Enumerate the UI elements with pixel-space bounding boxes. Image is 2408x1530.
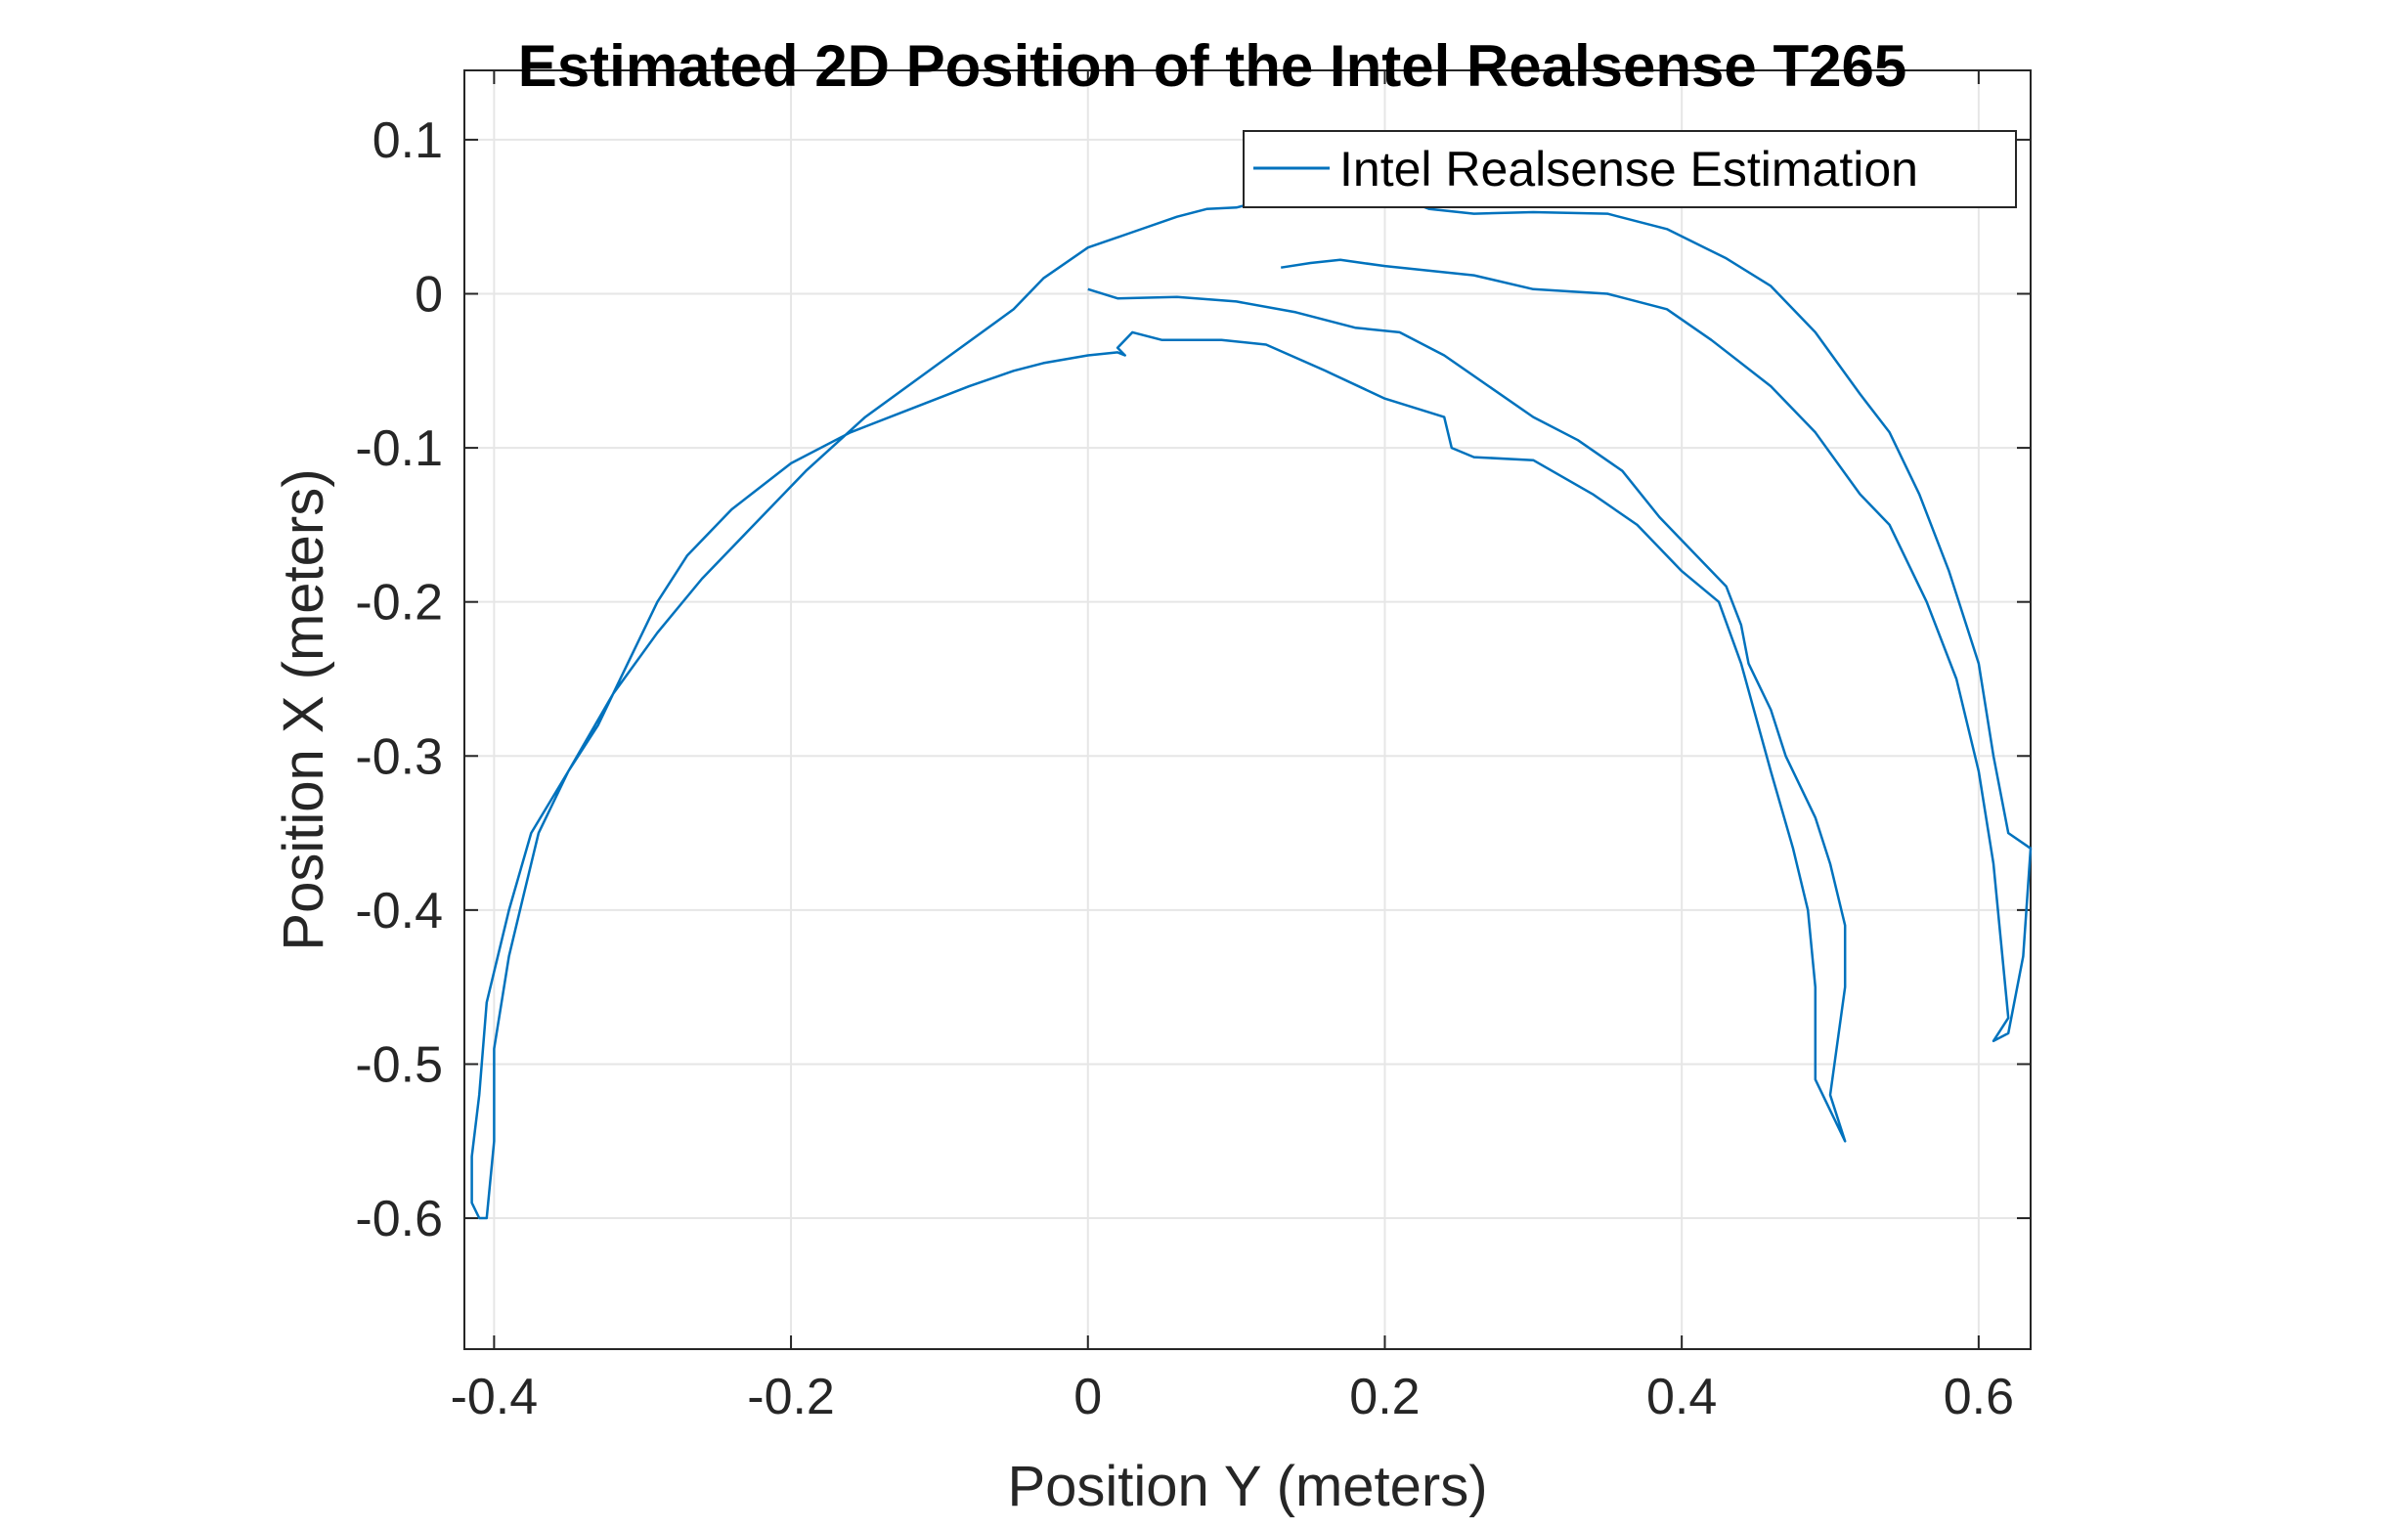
plot-background — [464, 70, 2031, 1349]
chart-title: Estimated 2D Position of the Intel Reals… — [518, 33, 1906, 99]
x-tick-label: 0.6 — [1944, 1369, 2014, 1425]
x-tick-label: -0.4 — [451, 1369, 539, 1425]
legend-box — [1243, 130, 2017, 208]
grid — [464, 70, 2031, 1349]
x-tick-label: 0 — [1073, 1369, 1102, 1425]
y-tick-label: -0.1 — [355, 420, 443, 477]
y-tick-label: -0.6 — [355, 1191, 443, 1247]
y-tick-label: 0.1 — [372, 112, 443, 169]
y-tick-label: -0.4 — [355, 883, 443, 940]
y-tick-label: -0.3 — [355, 728, 443, 785]
x-tick-label: 0.2 — [1349, 1369, 1420, 1425]
x-axis-label: Position Y (meters) — [1007, 1455, 1487, 1518]
plot-frame — [463, 69, 2032, 1350]
x-tick-label: -0.2 — [747, 1369, 835, 1425]
ticks: -0.4 -0.2 0 0.2 0.4 0.6 0.1 0 -0.1 -0.2 -0.3 -0.4 -0… — [355, 70, 2031, 1425]
x-tick-label: 0.4 — [1646, 1369, 1717, 1425]
y-axis-label: Position X (meters) — [272, 468, 335, 950]
legend-label: Intel Realsense Estimation — [1339, 142, 1918, 197]
y-tick-label: 0 — [415, 267, 443, 324]
y-tick-label: -0.2 — [355, 575, 443, 632]
legend: Intel Realsense Estimation — [1243, 130, 2017, 208]
series-line — [470, 191, 2033, 1220]
y-tick-label: -0.5 — [355, 1036, 443, 1093]
